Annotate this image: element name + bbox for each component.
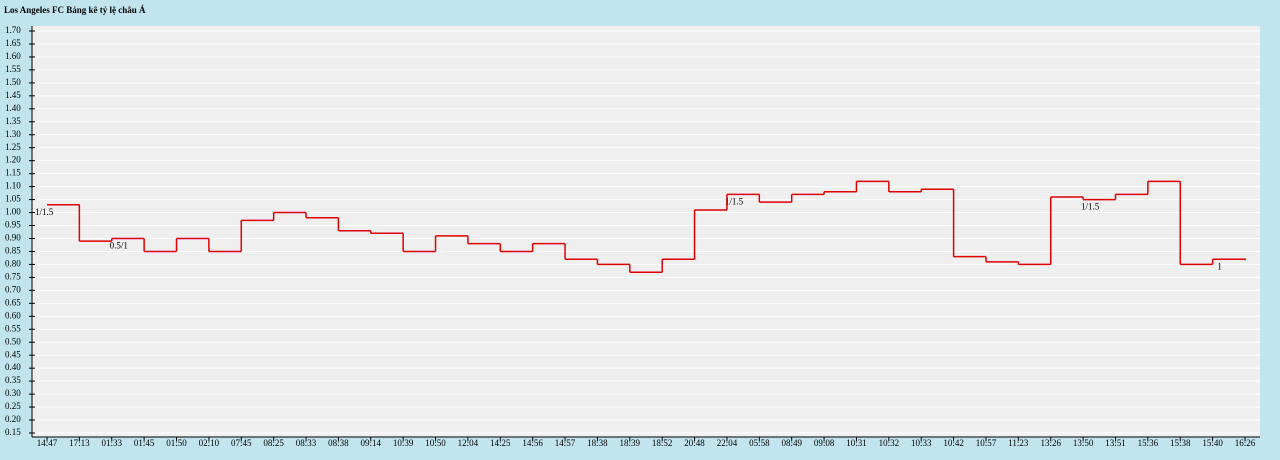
y-tick-label: 1.40 xyxy=(5,103,21,113)
x-tick-label: 01:50 xyxy=(166,438,187,448)
y-tick-label: 1.25 xyxy=(5,142,21,152)
x-tick-label: 08:25 xyxy=(263,438,284,448)
y-tick-label: 0.25 xyxy=(5,401,21,411)
x-tick-label: 13:26 xyxy=(1040,438,1061,448)
y-tick-label: 0.50 xyxy=(5,336,21,346)
x-tick-label: 10:33 xyxy=(911,438,932,448)
y-tick-label: 1.35 xyxy=(5,116,21,126)
y-tick-label: 0.35 xyxy=(5,375,21,385)
step-end xyxy=(1244,258,1246,261)
x-tick-label: 09:08 xyxy=(814,438,835,448)
y-tick-label: 0.65 xyxy=(5,297,21,307)
y-tick-label: 1.70 xyxy=(5,25,21,35)
line-label: 1 xyxy=(1217,261,1222,271)
x-tick-label: 17:13 xyxy=(69,438,90,448)
x-tick-label: 08:33 xyxy=(296,438,317,448)
x-tick-label: 14:25 xyxy=(490,438,511,448)
x-tick-label: 09:14 xyxy=(361,438,382,448)
x-tick-label: 12:04 xyxy=(458,438,479,448)
x-tick-label: 11:23 xyxy=(1008,438,1029,448)
x-tick-label: 08:38 xyxy=(328,438,349,448)
x-tick-label: 22:04 xyxy=(717,438,738,448)
y-tick-label: 1.15 xyxy=(5,168,21,178)
x-tick-label: 13:50 xyxy=(1073,438,1094,448)
x-tick-label: 10:39 xyxy=(393,438,414,448)
x-tick-label: 10:32 xyxy=(879,438,900,448)
x-tick-label: 01:45 xyxy=(134,438,155,448)
line-label: 1/1.5 xyxy=(1081,202,1100,212)
y-tick-label: 0.80 xyxy=(5,258,21,268)
y-tick-label: 0.95 xyxy=(5,220,21,230)
x-tick-label: 14:47 xyxy=(37,438,58,448)
y-tick-label: 0.20 xyxy=(5,414,21,424)
y-tick-label: 0.55 xyxy=(5,323,21,333)
x-tick-label: 02:10 xyxy=(199,438,220,448)
y-tick-label: 0.70 xyxy=(5,284,21,294)
y-tick-label: 0.60 xyxy=(5,310,21,320)
x-tick-label: 14:56 xyxy=(522,438,543,448)
line-label: 1/1.5 xyxy=(725,196,744,206)
x-tick-label: 01:33 xyxy=(101,438,122,448)
x-tick-label: 10:31 xyxy=(846,438,867,448)
x-tick-label: 08:49 xyxy=(781,438,802,448)
x-tick-label: 07:45 xyxy=(231,438,252,448)
y-tick-label: 0.45 xyxy=(5,349,21,359)
x-tick-label: 10:50 xyxy=(425,438,446,448)
y-tick-label: 1.10 xyxy=(5,181,21,191)
x-tick-label: 14:57 xyxy=(555,438,576,448)
y-tick-label: 0.40 xyxy=(5,362,21,372)
x-tick-label: 10:42 xyxy=(943,438,964,448)
x-tick-label: 05:58 xyxy=(749,438,770,448)
y-tick-label: 0.15 xyxy=(5,427,21,437)
y-tick-label: 1.45 xyxy=(5,90,21,100)
y-tick-label: 0.85 xyxy=(5,246,21,256)
y-tick-label: 1.50 xyxy=(5,77,21,87)
y-tick-label: 1.60 xyxy=(5,51,21,61)
x-tick-label: 10:57 xyxy=(976,438,997,448)
line-label: 0.5/1 xyxy=(110,241,128,251)
x-tick-label: 16:26 xyxy=(1235,438,1256,448)
x-tick-label: 18:39 xyxy=(620,438,641,448)
x-tick-label: 18:52 xyxy=(652,438,673,448)
x-tick-label: 15:38 xyxy=(1170,438,1191,448)
x-tick-label: 13:51 xyxy=(1105,438,1126,448)
y-tick-label: 1.30 xyxy=(5,129,21,139)
plot-area xyxy=(32,26,1260,437)
x-tick-label: 20:48 xyxy=(684,438,705,448)
y-tick-label: 1.55 xyxy=(5,64,21,74)
y-tick-label: 0.75 xyxy=(5,271,21,281)
chart-title: Los Angeles FC Bảng kê tỷ lệ châu Á xyxy=(4,5,146,15)
y-tick-label: 1.20 xyxy=(5,155,21,165)
y-tick-label: 1.65 xyxy=(5,38,21,48)
y-tick-label: 0.30 xyxy=(5,388,21,398)
line-label: 1/1.5 xyxy=(35,207,54,217)
x-tick-label: 15:36 xyxy=(1138,438,1159,448)
y-tick-label: 1.05 xyxy=(5,194,21,204)
x-tick-label: 15:40 xyxy=(1202,438,1223,448)
y-tick-label: 0.90 xyxy=(5,233,21,243)
y-tick-label: 1.00 xyxy=(5,207,21,217)
x-tick-label: 18:38 xyxy=(587,438,608,448)
